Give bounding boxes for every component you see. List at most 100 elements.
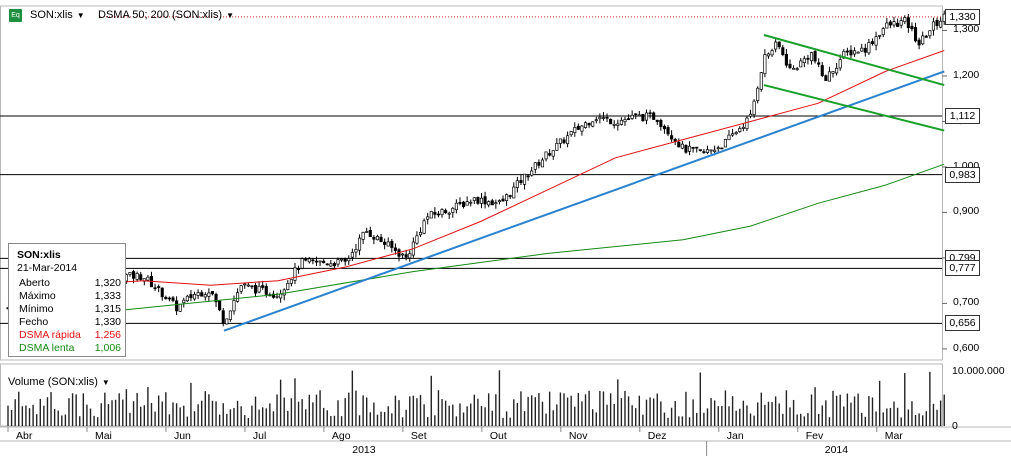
candle-body — [605, 116, 609, 119]
candle-body — [160, 287, 164, 298]
candle-body — [336, 259, 340, 265]
candle-body — [153, 287, 157, 290]
candle-body — [763, 54, 767, 75]
month-label: Mar — [884, 430, 903, 442]
candle-body — [551, 150, 555, 157]
candle-body — [849, 49, 853, 56]
candle-body — [210, 291, 215, 295]
candle-body — [282, 289, 286, 296]
candle-body — [462, 201, 466, 207]
candle-body — [239, 285, 243, 292]
candle-body — [375, 236, 380, 241]
candle-body — [573, 127, 577, 133]
candle-body — [347, 258, 351, 262]
trendline-support — [223, 70, 945, 332]
tooltip-row-high: Máximo 1,333 — [19, 290, 121, 302]
volume-panel-selector[interactable]: Volume (SON:xlis) ▼ — [8, 376, 110, 388]
candle-body — [454, 202, 458, 211]
candle-body — [404, 254, 408, 258]
month-label: Jul — [252, 430, 267, 442]
candle-body — [641, 114, 645, 122]
candle-body — [709, 149, 713, 152]
candle-body — [831, 71, 835, 74]
indicator-selector[interactable]: DSMA 50; 200 (SON:xlis) ▼ — [98, 9, 234, 21]
candle-body — [540, 159, 545, 168]
candle-body — [562, 139, 566, 144]
candle-body — [569, 131, 573, 136]
y-tick-label: 1,200 — [953, 68, 980, 81]
month-label: Set — [410, 430, 427, 442]
candle-body — [189, 294, 193, 299]
month-label: Abr — [16, 430, 33, 442]
candle-body — [218, 300, 222, 311]
candle-body — [896, 22, 900, 27]
candle-body — [494, 202, 498, 205]
candle-body — [659, 120, 663, 127]
candle-body — [526, 175, 530, 178]
candle-body — [899, 20, 903, 26]
candle-body — [799, 60, 803, 68]
candle-body — [429, 211, 433, 219]
candle-body — [684, 144, 688, 153]
candle-body — [774, 41, 778, 50]
symbol-selector[interactable]: SON:xlis ▼ — [30, 9, 85, 21]
candle-body — [591, 121, 595, 127]
candle-body — [182, 299, 186, 304]
candle-body — [612, 124, 616, 126]
candle-body — [756, 87, 760, 101]
candle-body — [838, 59, 842, 69]
candle-body — [713, 149, 717, 152]
candle-body — [401, 253, 405, 256]
tooltip-row-low: Mínimo 1,315 — [19, 303, 121, 315]
candle-body — [354, 249, 358, 253]
year-label: 2013 — [352, 444, 376, 456]
candle-body — [648, 112, 652, 115]
candle-body — [264, 286, 268, 295]
candle-body — [878, 34, 882, 37]
candle-body — [157, 286, 161, 288]
candle-body — [644, 112, 649, 121]
candle-body — [716, 147, 720, 150]
candle-body — [817, 62, 821, 65]
candle-body — [766, 53, 771, 57]
candle-body — [906, 17, 910, 28]
y-tick-label: 1,300 — [953, 23, 980, 36]
price-panel-frame — [0, 5, 943, 361]
candle-body — [910, 25, 914, 30]
candle-body — [619, 119, 623, 125]
candle-body — [436, 213, 440, 216]
candle-body — [139, 274, 143, 280]
candle-body — [885, 22, 889, 29]
candle-body — [286, 283, 290, 291]
candle-body — [662, 125, 666, 130]
candle-body — [924, 35, 928, 38]
candle-body — [530, 170, 534, 176]
candle-body — [465, 201, 469, 206]
trendline-channel-upper — [763, 34, 945, 87]
candle-body — [720, 147, 724, 150]
candle-body — [860, 47, 864, 52]
candle-body — [809, 52, 814, 62]
candle-body — [232, 300, 236, 312]
sma-slow-line — [7, 163, 945, 323]
candle-body — [734, 132, 738, 135]
candle-body — [820, 65, 824, 76]
candle-body — [655, 119, 659, 122]
candle-body — [691, 146, 695, 149]
candle-body — [548, 153, 552, 156]
candle-body — [928, 30, 932, 37]
volume-panel-title: Volume (SON:xlis) — [8, 376, 98, 388]
tooltip-row-close: Fecho 1,330 — [19, 316, 121, 328]
candle-body — [128, 272, 132, 275]
candle-body — [271, 293, 275, 298]
candle-body — [246, 284, 250, 287]
candle-body — [487, 201, 491, 206]
candle-body — [383, 241, 387, 245]
candle-body — [555, 142, 559, 151]
candle-body — [386, 241, 390, 247]
candle-body — [609, 118, 613, 125]
candle-body — [440, 209, 444, 216]
candle-body — [253, 284, 258, 294]
candle-body — [178, 303, 182, 312]
